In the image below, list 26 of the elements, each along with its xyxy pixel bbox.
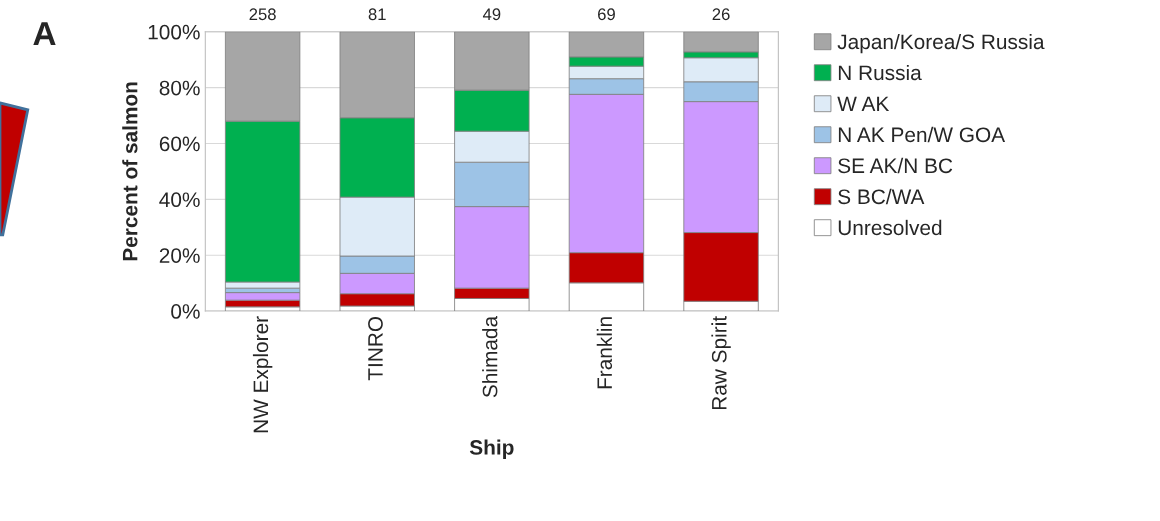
x-tick-label: Shimada — [482, 315, 498, 398]
y-axis-title: Percent of salmon — [122, 82, 138, 261]
legend-label: W AK — [837, 96, 890, 111]
y-tick-label: 40% — [159, 192, 200, 208]
x-tick-label: TINRO — [368, 316, 383, 381]
legend-label: N Russia — [838, 64, 922, 81]
legend-label: Unresolved — [838, 219, 942, 236]
annotation: 258 — [249, 8, 276, 21]
x-tick-label: NW Explorer — [252, 316, 273, 433]
y-tick-label: 0% — [171, 304, 200, 319]
annotation: 49 — [482, 8, 501, 21]
x-tick-label: Franklin — [596, 317, 613, 389]
x-axis-title: Ship — [469, 439, 514, 459]
y-tick-label: 20% — [159, 248, 200, 263]
x-tick-label: Raw Spirit — [711, 316, 731, 410]
y-tick-label: 100% — [148, 24, 200, 40]
annotation: 69 — [598, 8, 615, 21]
legend-label: N AK Pen/W GOA — [838, 126, 1006, 143]
legend-label: SE AK/N BC — [838, 157, 953, 174]
annotation: 81 — [368, 8, 386, 21]
text: A — [33, 22, 56, 46]
legend-label: S BC/WA — [838, 188, 925, 205]
y-tick-label: 80% — [159, 80, 200, 96]
legend-label: Japan/Korea/S Russia — [837, 33, 1045, 54]
annotation: 26 — [712, 8, 730, 21]
y-tick-label: 60% — [159, 136, 200, 152]
